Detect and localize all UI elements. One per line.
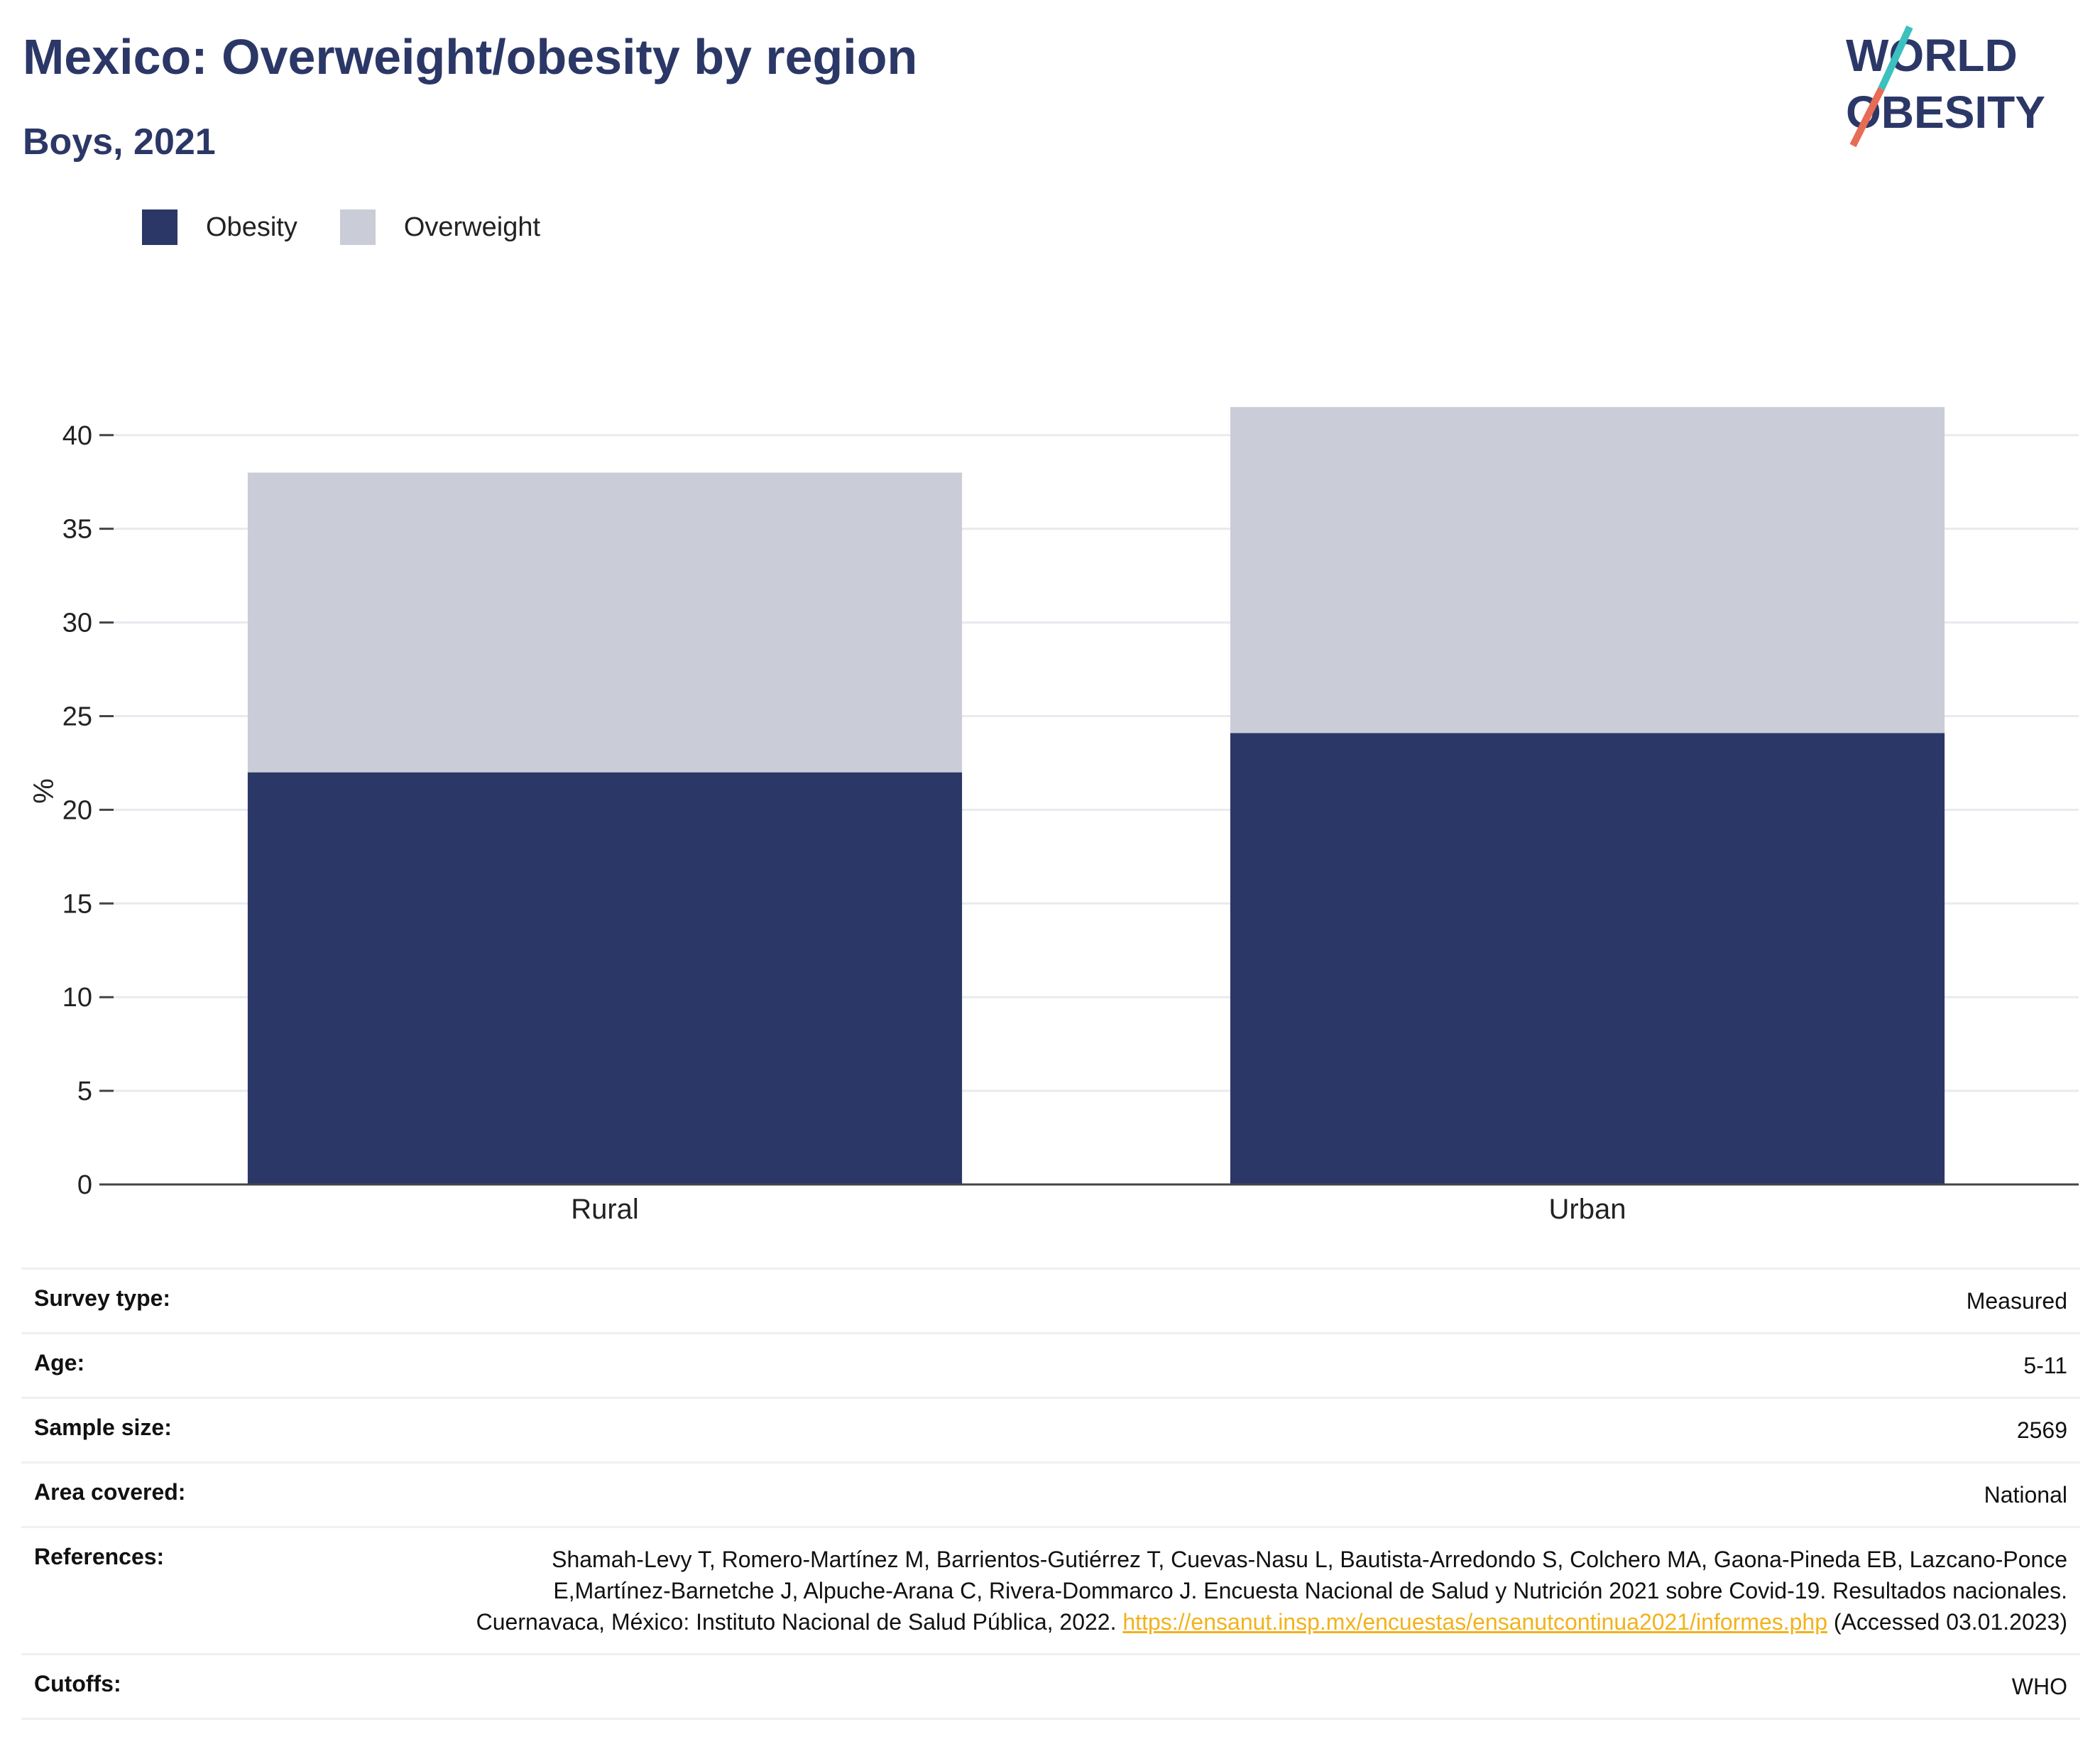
legend-label-obesity: Obesity [206, 212, 297, 242]
meta-key: Age: [34, 1350, 85, 1375]
meta-row: Cutoffs: WHO [21, 1653, 2080, 1720]
chart-title: Mexico: Overweight/obesity by region [23, 29, 918, 85]
legend-item-obesity[interactable]: Obesity [142, 209, 297, 245]
y-tick-label: 30 [62, 609, 92, 638]
meta-key: Cutoffs: [34, 1671, 121, 1696]
y-tick-label: 25 [62, 702, 92, 731]
legend: Obesity Overweight [142, 209, 583, 245]
bar-obesity-rural [247, 772, 963, 1184]
meta-row: Sample size: 2569 [21, 1397, 2080, 1461]
y-tick-label: 15 [62, 889, 92, 919]
meta-value: 2569 [2016, 1417, 2067, 1443]
y-axis-label: % [28, 778, 60, 804]
world-obesity-logo: WORLD OBESITY [1846, 25, 2045, 148]
y-tick-label: 0 [77, 1170, 92, 1200]
legend-swatch-obesity [142, 209, 177, 245]
logo-line1: WORLD [1846, 30, 2018, 81]
reference-accessed: (Accessed 03.01.2023) [1827, 1609, 2067, 1635]
meta-row: Area covered: National [21, 1461, 2080, 1526]
legend-item-overweight[interactable]: Overweight [339, 209, 541, 245]
meta-value: National [1984, 1482, 2067, 1508]
meta-value: WHO [2011, 1674, 2067, 1699]
bar-overweight-rural [247, 472, 963, 773]
meta-key: Area covered: [34, 1479, 186, 1505]
meta-key: References: [34, 1544, 165, 1569]
reference-link[interactable]: https://ensanut.insp.mx/encuestas/ensanu… [1122, 1609, 1828, 1635]
meta-row: References: Shamah-Levy T, Romero-Martíne… [21, 1526, 2080, 1653]
chart-subtitle: Boys, 2021 [23, 121, 216, 163]
survey-details-table: Survey type: Measured Age: 5-11 Sample size:… [21, 1268, 2080, 1720]
meta-row: Age: 5-11 [21, 1332, 2080, 1397]
meta-value: 5-11 [2023, 1353, 2067, 1378]
y-tick-label: 20 [62, 795, 92, 825]
y-tick-label: 35 [62, 515, 92, 545]
meta-row: Survey type: Measured [21, 1268, 2080, 1332]
legend-swatch-overweight [339, 209, 376, 245]
meta-value: Shamah-Levy T, Romero-Martínez M, Barrie… [476, 1547, 2067, 1635]
meta-key: Sample size: [34, 1415, 172, 1440]
bar-obesity-urban [1230, 733, 1945, 1184]
x-tick-label: Rural [571, 1194, 639, 1225]
x-tick-label: Urban [1549, 1194, 1626, 1225]
logo-slash-bottom [1849, 87, 1885, 148]
meta-key: Survey type: [34, 1285, 171, 1311]
bar-overweight-urban [1230, 407, 1945, 734]
y-tick-label: 40 [62, 421, 92, 451]
stacked-bar-chart: 0 5 10 15 20 25 30 35 40% Rural Urban [28, 407, 2079, 1225]
logo-slash-top [1878, 25, 1913, 91]
y-tick-label: 10 [62, 983, 92, 1013]
y-tick-label: 5 [77, 1077, 92, 1106]
meta-value: Measured [1966, 1288, 2067, 1314]
legend-label-overweight: Overweight [403, 212, 541, 242]
